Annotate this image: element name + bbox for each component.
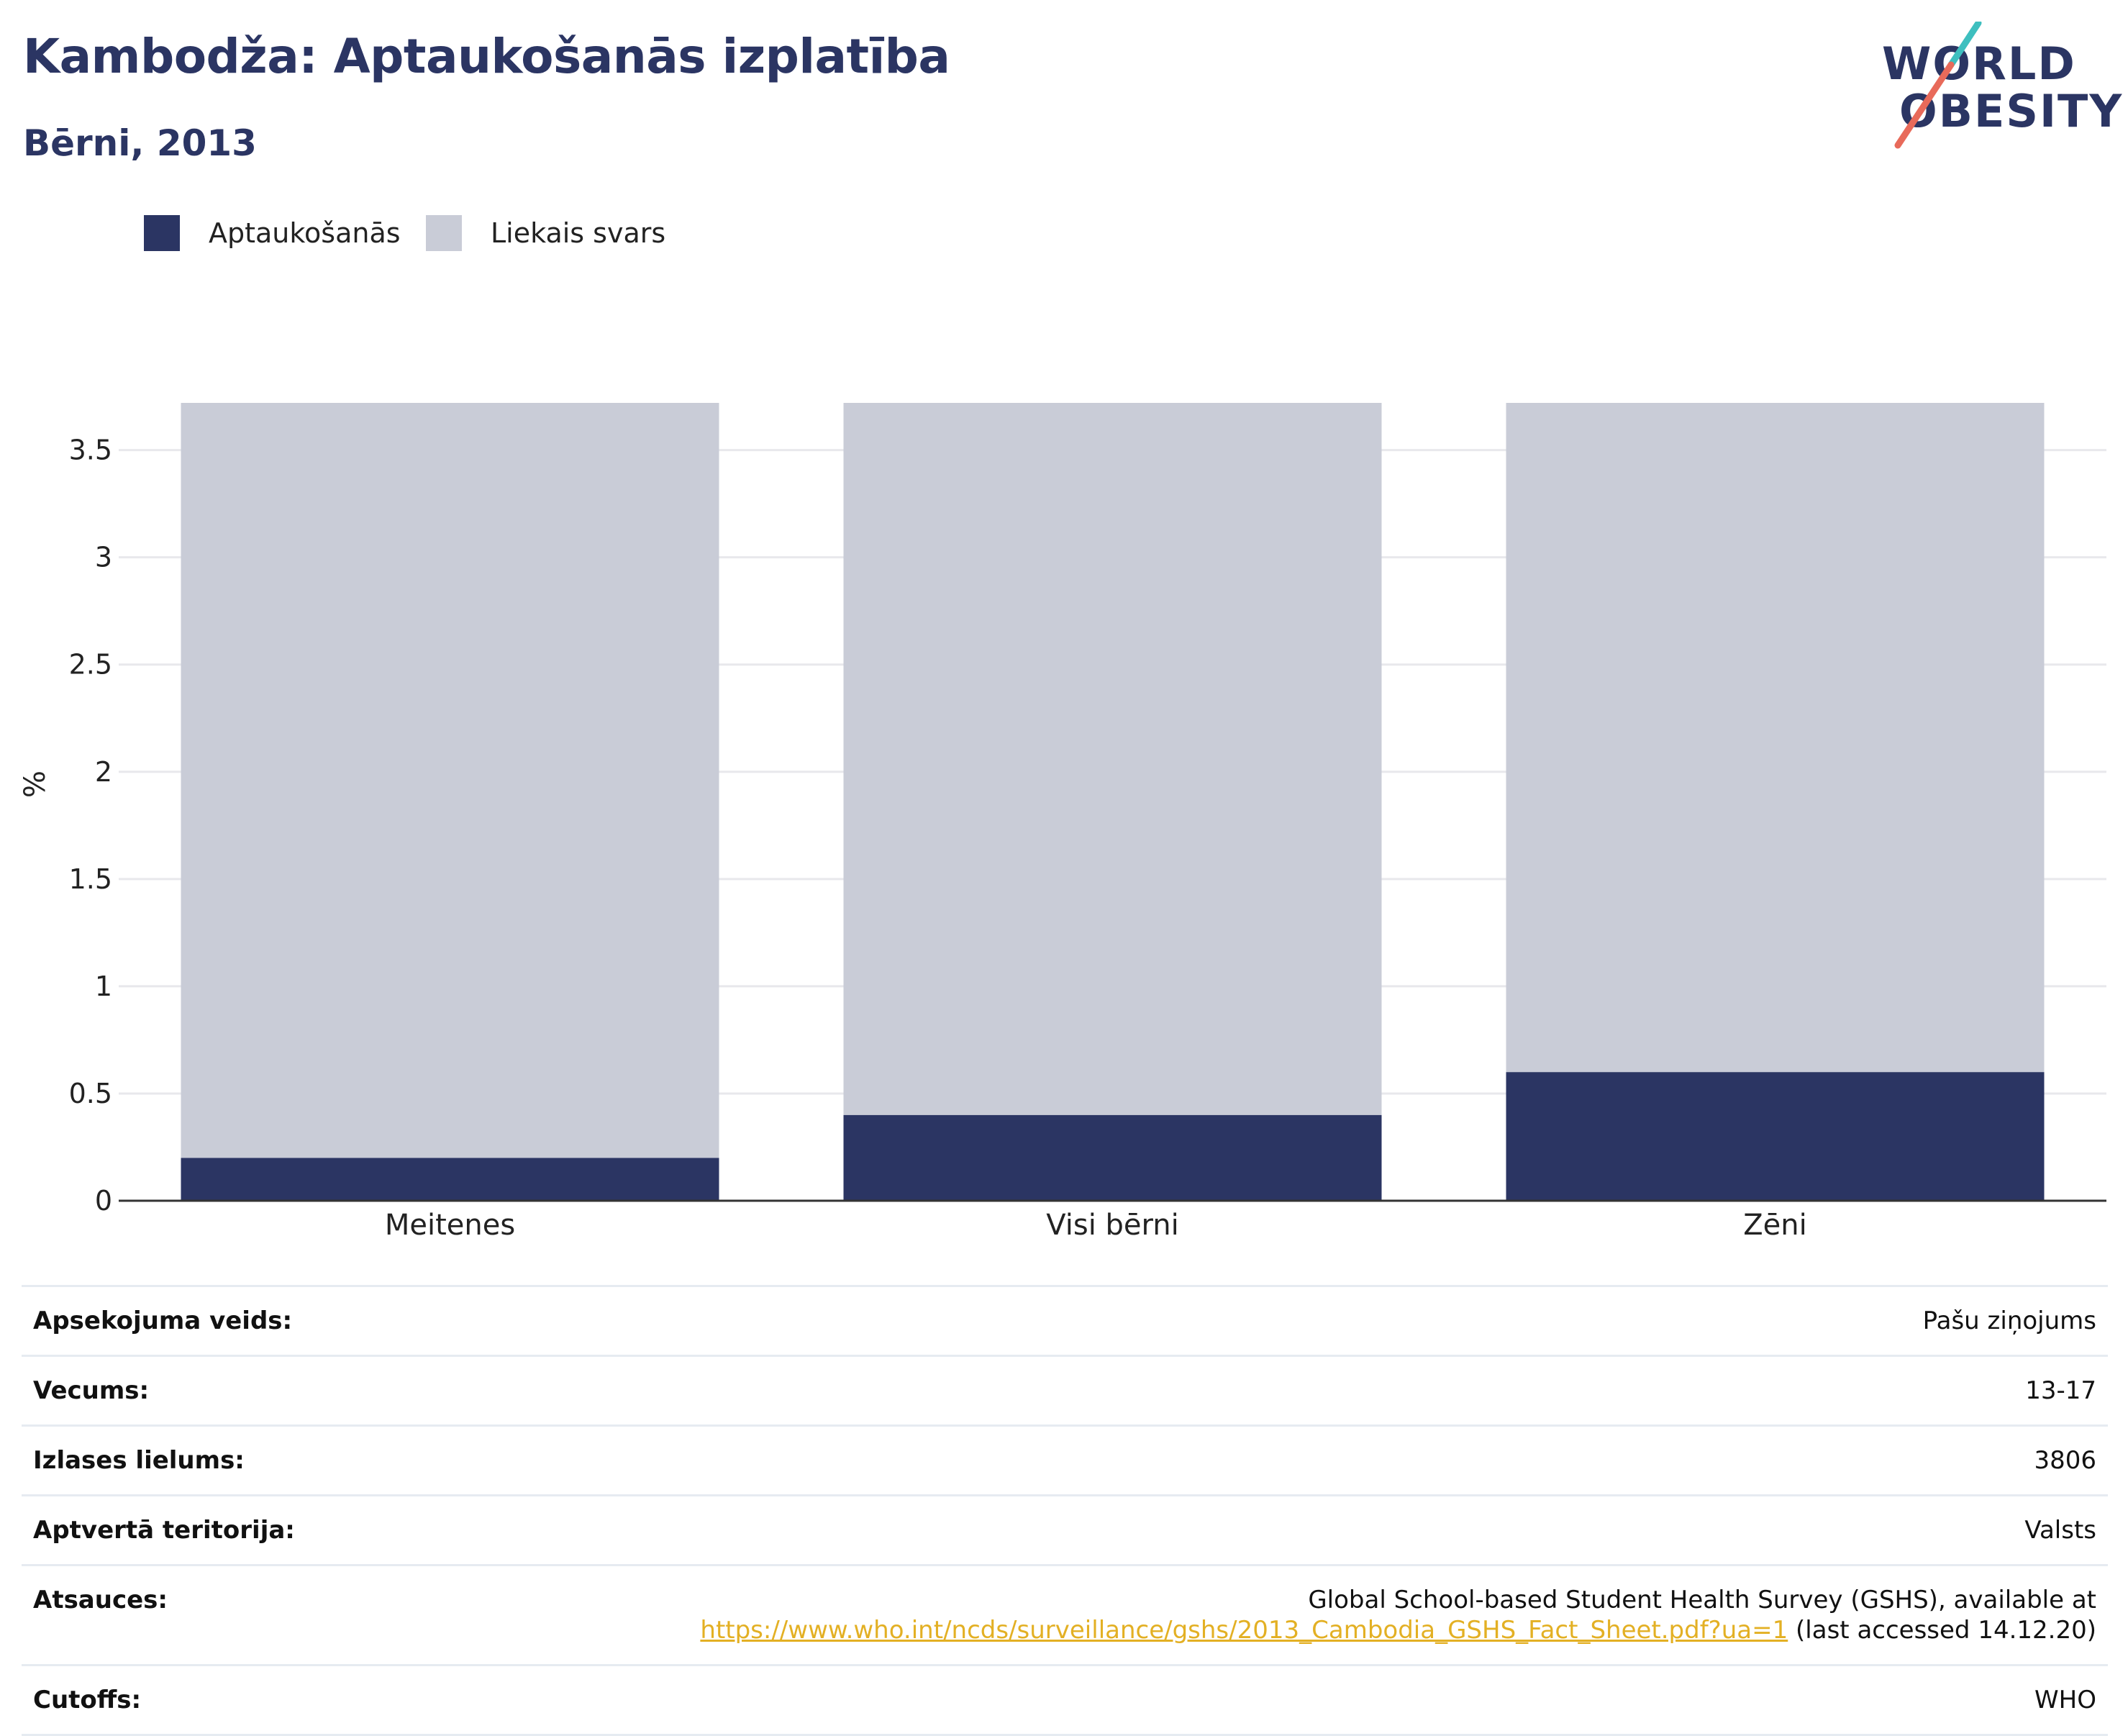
y-tick-label: 2.5 [69, 649, 112, 681]
info-value: Valsts [2024, 1516, 2096, 1545]
x-tick-label: Visi bērni [1046, 1209, 1178, 1242]
bar-obesity-0 [181, 1158, 719, 1201]
x-tick-label: Meitenes [385, 1209, 515, 1242]
info-value: 3806 [2034, 1446, 2096, 1475]
info-row-coverage: Aptvertā teritorija: Valsts [22, 1494, 2108, 1564]
legend-swatch-obesity [144, 215, 180, 251]
legend-label-obesity: Aptaukošanās [209, 217, 401, 249]
info-label: Aptvertā teritorija: [33, 1516, 295, 1545]
info-row-survey-type: Apsekojuma veids: Pašu ziņojums [22, 1285, 2108, 1355]
x-tick-label: Zēni [1743, 1209, 1806, 1242]
source-accessed-note: (last accessed 14.12.20) [1788, 1616, 2096, 1645]
y-tick-label: 0.5 [69, 1078, 112, 1109]
y-tick-label: 1.5 [69, 863, 112, 895]
chart-subtitle: Bērni, 2013 [23, 122, 257, 164]
legend-label-overweight: Liekais svars [491, 217, 666, 249]
info-label: Vecums: [33, 1376, 150, 1405]
chart-title: Kambodža: Aptaukošanās izplatība [23, 29, 950, 84]
legend-item-obesity: Aptaukošanās [144, 213, 401, 253]
bar-overweight-2 [1506, 403, 2045, 1073]
world-obesity-logo: WORLD OBESITY [1870, 22, 2122, 151]
info-row-cutoffs: Cutoffs: WHO [22, 1664, 2108, 1736]
source-link[interactable]: https://www.who.int/ncds/surveillance/gs… [700, 1616, 1788, 1645]
logo-slash-icon [1894, 22, 1982, 149]
bar-obesity-2 [1506, 1072, 2045, 1201]
info-row-sample-size: Izlases lielums: 3806 [22, 1424, 2108, 1494]
info-row-age: Vecums: 13-17 [22, 1355, 2108, 1424]
bar-overweight-1 [843, 403, 1382, 1115]
info-table: Apsekojuma veids: Pašu ziņojums Vecums: … [22, 1285, 2108, 1736]
info-row-references: Atsauces: Global School-based Student He… [22, 1564, 2108, 1664]
legend-item-overweight: Liekais svars [426, 213, 665, 253]
y-tick-label: 1 [95, 971, 112, 1002]
y-tick-label: 3 [95, 542, 112, 573]
y-tick-label: 3.5 [69, 435, 112, 466]
logo-line-1: WORLD [1882, 37, 2076, 90]
y-tick-label: 2 [95, 756, 112, 788]
info-value: 13-17 [2025, 1376, 2096, 1405]
info-label: Apsekojuma veids: [33, 1306, 293, 1335]
source-text: Global School-based Student Health Surve… [1308, 1586, 2096, 1614]
info-label: Izlases lielums: [33, 1446, 245, 1475]
info-value: Pašu ziņojums [1922, 1306, 2096, 1335]
logo-line-2: OBESITY [1899, 85, 2124, 137]
info-label: Atsauces: [33, 1586, 168, 1614]
legend-swatch-overweight [426, 215, 462, 251]
bar-obesity-1 [843, 1114, 1382, 1201]
bar-overweight-0 [181, 403, 719, 1158]
info-value: Global School-based Student Health Surve… [700, 1585, 2096, 1645]
y-axis-label: % [19, 771, 52, 798]
y-tick-label: 0 [95, 1185, 112, 1217]
info-value: WHO [2034, 1686, 2096, 1714]
info-label: Cutoffs: [33, 1686, 142, 1714]
stacked-bar-chart: 0 0.5 1 1.5 2 2.5 3 3.5% Meitenes Visi bērni Zēni [19, 403, 2106, 1242]
